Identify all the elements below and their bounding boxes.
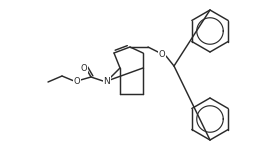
Text: O: O [159,49,165,58]
Text: N: N [104,76,110,85]
Text: O: O [81,63,87,72]
Text: O: O [74,76,80,85]
